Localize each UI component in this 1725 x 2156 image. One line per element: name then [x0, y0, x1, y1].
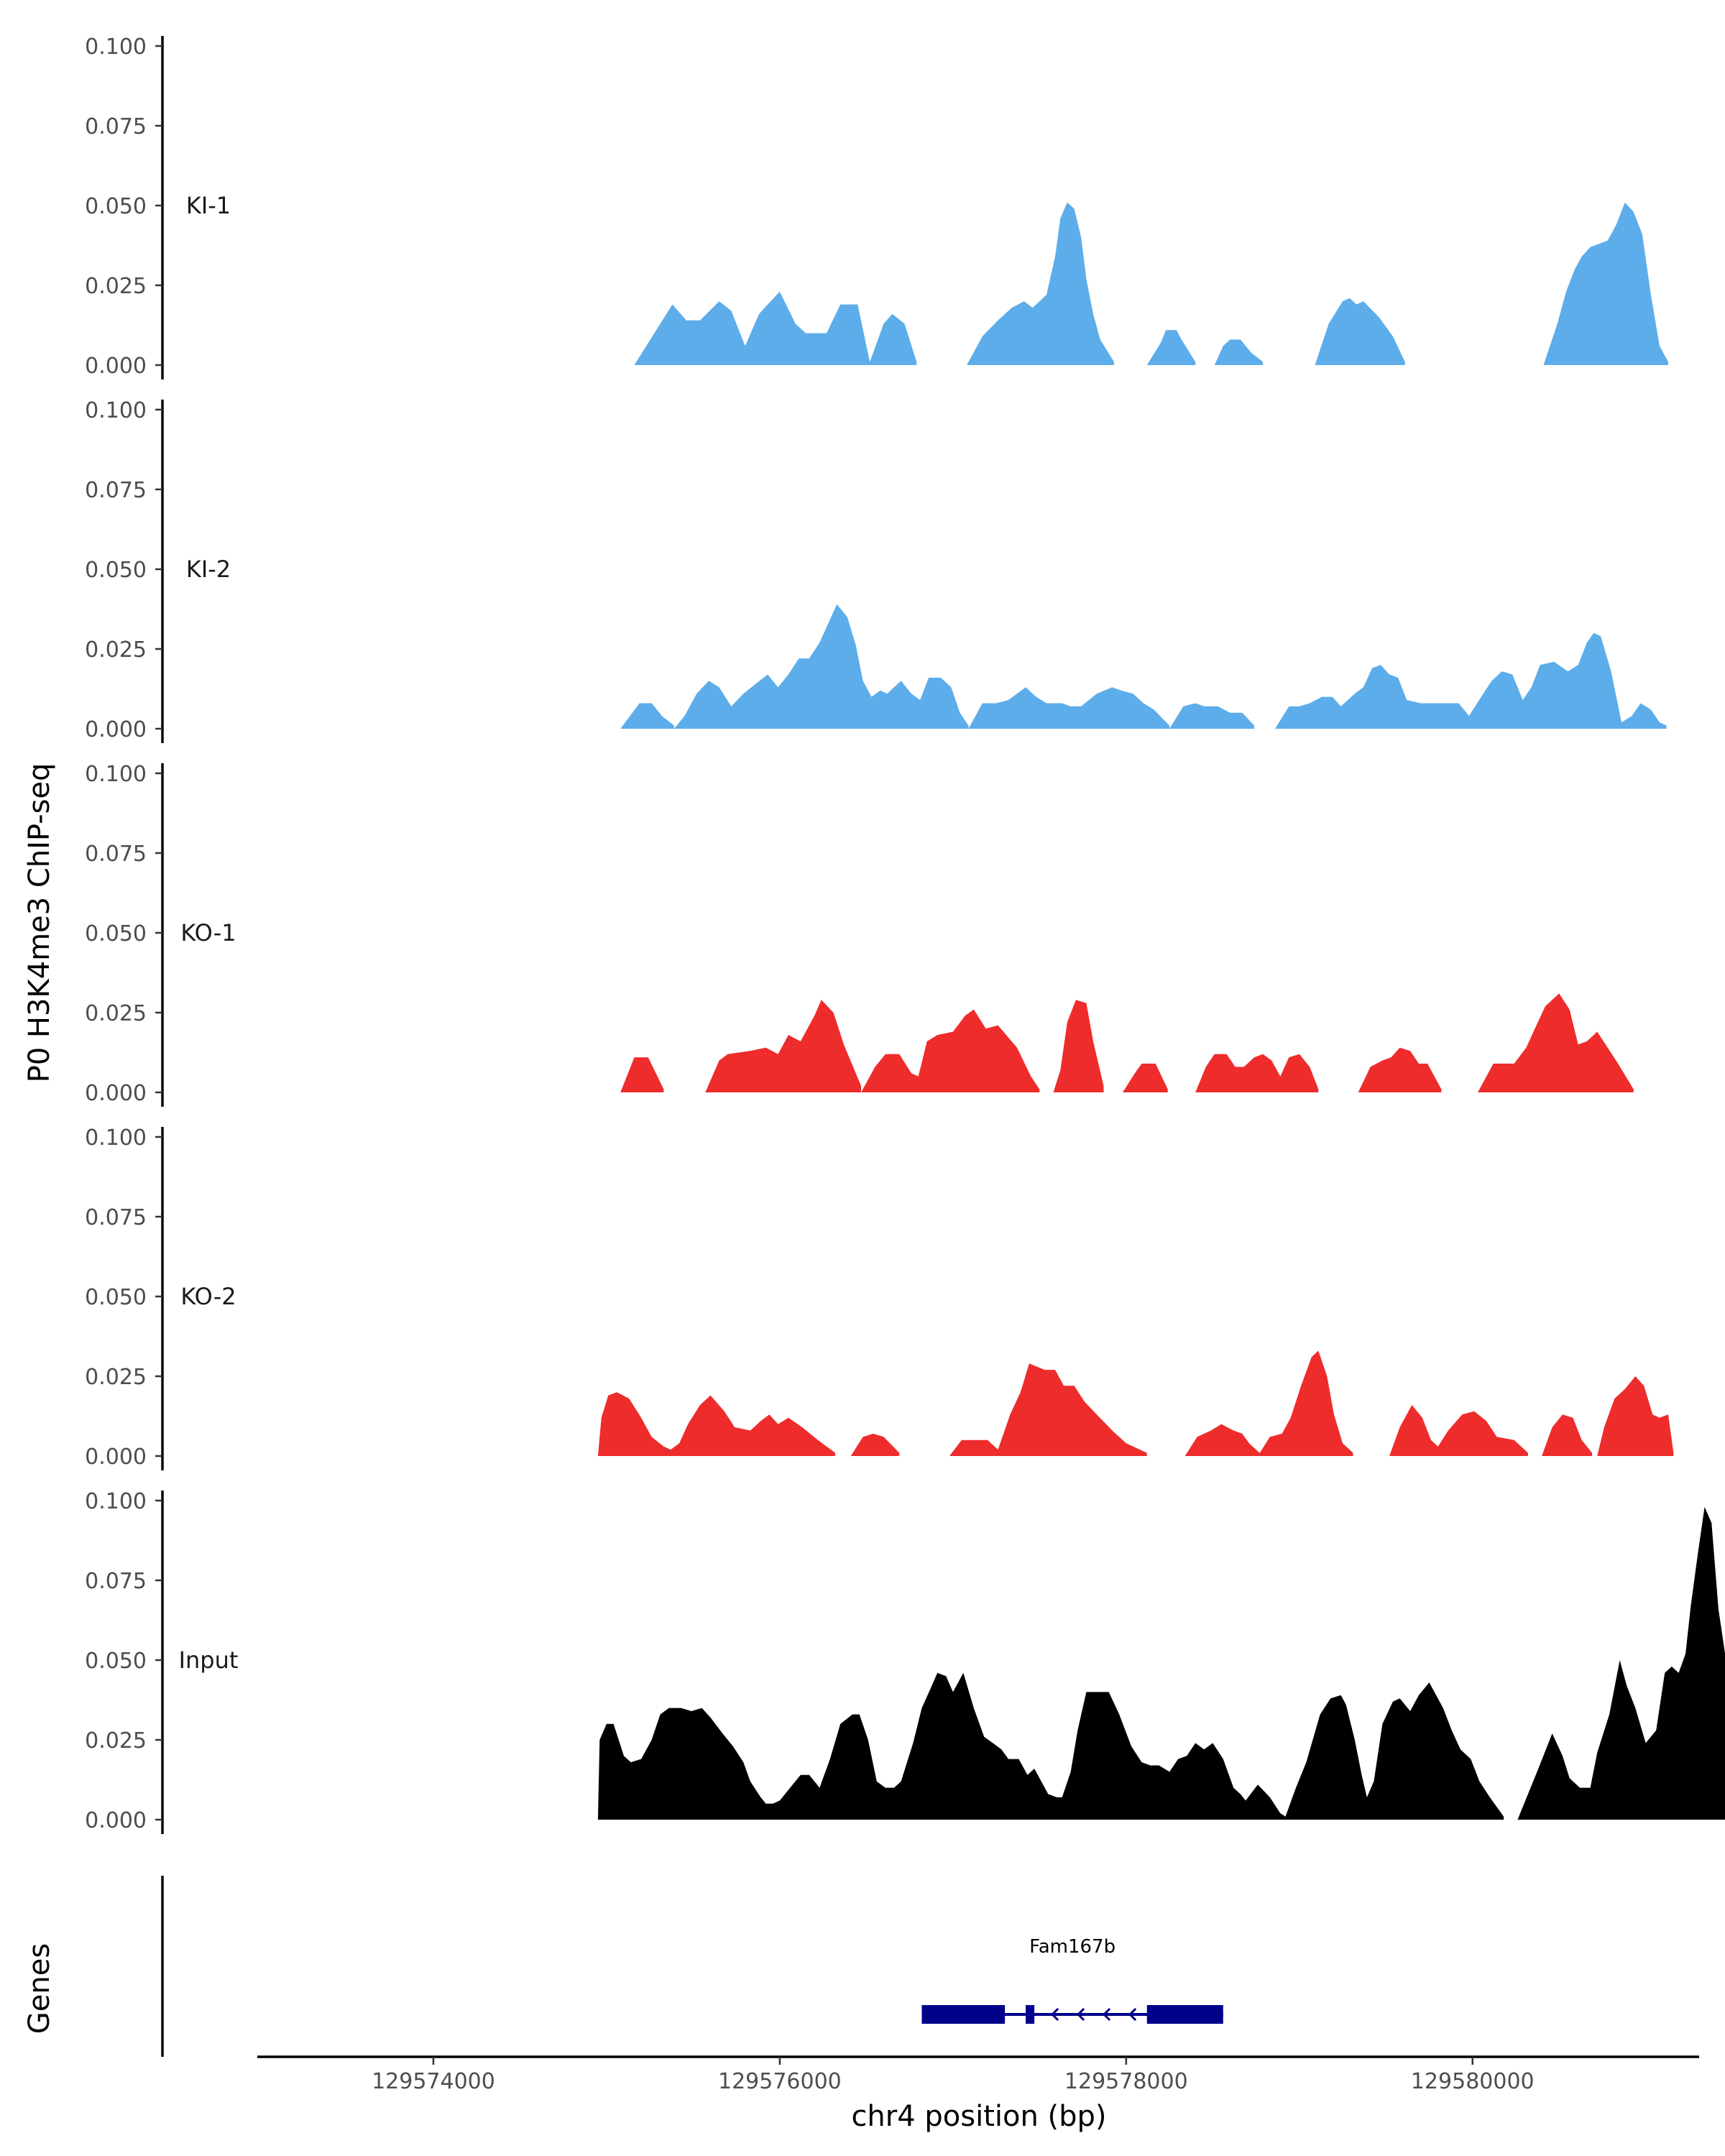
signal-area [949, 1363, 1147, 1456]
y-tick-label: 0.000 [85, 1808, 147, 1833]
y-tick-label: 0.000 [85, 1081, 147, 1106]
signal-area [1053, 1000, 1104, 1092]
gene-exon [921, 2005, 1006, 2024]
signal-area [1543, 202, 1668, 365]
y-tick-label: 0.000 [85, 717, 147, 742]
y-tick-label: 0.075 [85, 1569, 147, 1594]
y-tick-label: 0.025 [85, 1365, 147, 1390]
signal-area [1123, 1064, 1168, 1092]
y-tick-label: 0.100 [85, 34, 147, 60]
y-tick-label: 0.100 [85, 398, 147, 423]
signal-area [705, 1000, 862, 1092]
y-tick-label: 0.075 [85, 842, 147, 867]
strand-arrow [1102, 2007, 1111, 2022]
y-tick-label: 0.075 [85, 114, 147, 139]
track-panel: 0.000 0.025 0.050 0.075 0.100 Input [85, 1489, 1725, 1834]
signal-area [620, 703, 674, 729]
track-label: KI-1 [186, 192, 231, 219]
signal-area [1517, 1506, 1725, 1820]
x-tick-label: 129576000 [718, 2069, 842, 2094]
tracks-layer: 0.0000.0250.0500.0750.100KI-10.0000.0250… [85, 34, 1725, 1834]
gene-label: Fam167b [1029, 1936, 1116, 1958]
signal-area [620, 1057, 664, 1092]
signal-area [1597, 1376, 1674, 1456]
y-tick-label: 0.050 [85, 1285, 147, 1310]
x-tick-label: 129580000 [1411, 2069, 1535, 2094]
x-tick-label: 129578000 [1064, 2069, 1188, 2094]
x-tick-label: 129574000 [372, 2069, 495, 2094]
signal-area [968, 687, 1170, 729]
gene-exon [1026, 2005, 1035, 2024]
track-panel: 0.000 0.025 0.050 0.075 0.100 KI-2 [85, 398, 1667, 743]
signal-area [1315, 298, 1405, 365]
signal-area [673, 604, 969, 729]
y-tick-label: 0.025 [85, 1001, 147, 1026]
y-tick-label: 0.100 [85, 1125, 147, 1151]
signal-area [1358, 1047, 1442, 1092]
x-axis: 129574000 129576000 129578000 129580000 [257, 2055, 1699, 2094]
y-tick-label: 0.100 [85, 1489, 147, 1514]
track-panel: 0.000 0.025 0.050 0.075 0.100 KI-1 [85, 34, 1668, 379]
signal-area [634, 291, 917, 365]
signal-area [850, 1433, 900, 1456]
signal-area [1146, 330, 1196, 365]
strand-arrow [1128, 2007, 1137, 2022]
track-panel: 0.000 0.025 0.050 0.075 0.100 KO-2 [85, 1125, 1674, 1470]
strand-arrow [1050, 2007, 1059, 2022]
y-axis-title: P0 H3K4me3 ChIP-seq [23, 763, 56, 1083]
signal-area [1258, 1350, 1353, 1456]
track-panel: 0.000 0.025 0.050 0.075 0.100 KO-1 [85, 762, 1634, 1107]
y-tick-label: 0.000 [85, 354, 147, 379]
y-tick-label: 0.000 [85, 1445, 147, 1470]
signal-area [967, 202, 1114, 365]
y-tick-label: 0.025 [85, 1728, 147, 1754]
y-tick-label: 0.025 [85, 637, 147, 663]
y-tick-label: 0.025 [85, 274, 147, 299]
signal-area [1169, 703, 1255, 729]
signal-area [597, 1672, 1504, 1820]
y-tick-label: 0.075 [85, 478, 147, 503]
y-tick-label: 0.075 [85, 1205, 147, 1230]
signal-area [1542, 1414, 1592, 1456]
signal-area [597, 1392, 835, 1456]
genes-panel: Fam167b [161, 1876, 1223, 2057]
track-label: Input [179, 1646, 239, 1674]
signal-area [1478, 993, 1634, 1092]
track-label: KI-2 [186, 556, 231, 583]
signal-area [1195, 1054, 1319, 1092]
genes-axis-title: Genes [23, 1943, 56, 2034]
y-tick-label: 0.050 [85, 921, 147, 946]
track-label: KO-2 [180, 1283, 236, 1310]
signal-area [1389, 1405, 1528, 1456]
y-tick-label: 0.100 [85, 762, 147, 787]
y-tick-label: 0.050 [85, 194, 147, 219]
track-label: KO-1 [180, 919, 236, 946]
signal-area [1275, 632, 1667, 729]
y-tick-label: 0.050 [85, 1649, 147, 1674]
y-tick-label: 0.050 [85, 558, 147, 583]
signal-area [861, 1009, 1040, 1092]
signal-area [1184, 1424, 1260, 1456]
signal-area [1214, 339, 1264, 365]
strand-arrow [1076, 2007, 1085, 2022]
gene-exon [1146, 2005, 1223, 2024]
x-axis-title: chr4 position (bp) [851, 2100, 1106, 2133]
